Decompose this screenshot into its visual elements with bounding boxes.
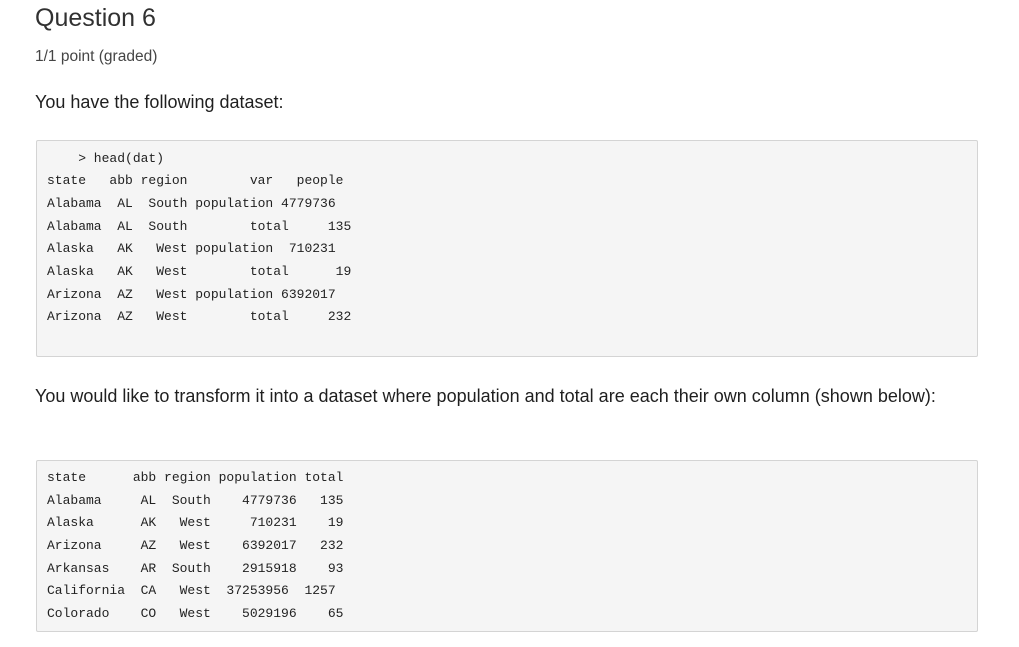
code-line-command: > head(dat) — [47, 151, 165, 166]
code-line-row: California CA West 37253956 1257 — [47, 583, 336, 598]
code-line-row: Alabama AL South total 135 — [47, 219, 352, 234]
code-line-row: Colorado CO West 5029196 65 — [47, 606, 344, 621]
question-title: Question 6 — [35, 4, 156, 32]
code-line-row: Alabama AL South population 4779736 — [47, 196, 336, 211]
code-line-row: Arizona AZ West population 6392017 — [47, 287, 336, 302]
points-status: 1/1 point (graded) — [35, 48, 158, 65]
dataset-long-codeblock: > head(dat) state abb region var people … — [36, 140, 978, 357]
code-line-row: Alaska AK West total 19 — [47, 264, 352, 279]
code-line-row: Alaska AK West population 710231 — [47, 241, 336, 256]
code-line-row: Arkansas AR South 2915918 93 — [47, 561, 344, 576]
code-line-header: state abb region var people — [47, 173, 344, 188]
dataset-wide-codeblock: state abb region population total Alabam… — [36, 460, 978, 632]
code-line-row: Arizona AZ West 6392017 232 — [47, 538, 344, 553]
code-line-header: state abb region population total — [47, 470, 344, 485]
code-line-row: Arizona AZ West total 232 — [47, 309, 352, 324]
intro-text: You have the following dataset: — [35, 92, 284, 112]
code-line-row: Alabama AL South 4779736 135 — [47, 493, 344, 508]
transform-text: You would like to transform it into a da… — [35, 386, 936, 406]
code-line-row: Alaska AK West 710231 19 — [47, 515, 344, 530]
